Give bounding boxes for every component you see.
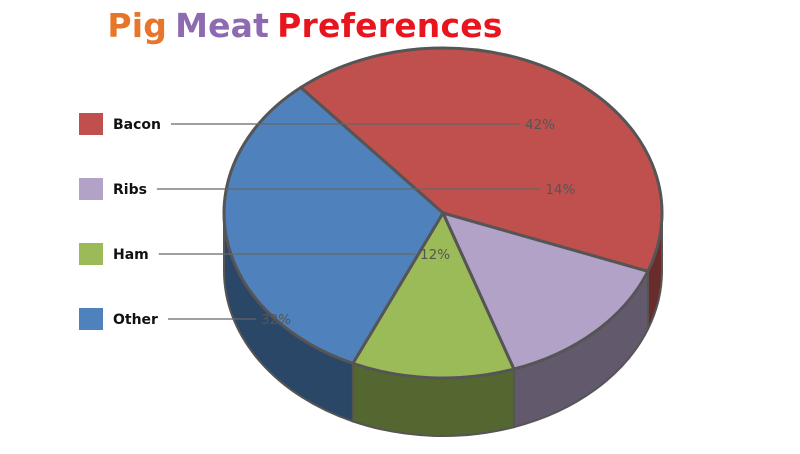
data-label-ribs: 14% [545, 182, 575, 198]
chart-title: Pig Meat Preferences [0, 6, 610, 45]
legend-label-ribs: Ribs [113, 182, 147, 198]
legend-swatch-ham [79, 243, 103, 265]
title-word-pig: Pig [107, 6, 168, 45]
legend-swatch-bacon [79, 113, 103, 135]
legend-swatch-other [79, 308, 103, 330]
legend-label-other: Other [113, 312, 158, 328]
data-label-other: 32% [261, 312, 291, 328]
data-label-bacon: 42% [525, 117, 555, 133]
legend-label-bacon: Bacon [113, 117, 161, 133]
legend-swatch-ribs [79, 178, 103, 200]
slice-other [222, 86, 445, 365]
data-label-ham: 12% [420, 247, 450, 263]
legend-label-ham: Ham [113, 247, 149, 263]
title-word-meat: Meat [175, 6, 270, 45]
slice-ribs [441, 211, 650, 371]
slice-bacon [299, 46, 664, 273]
slice-ham [351, 211, 516, 380]
title-word-preferences: Preferences [277, 6, 503, 45]
